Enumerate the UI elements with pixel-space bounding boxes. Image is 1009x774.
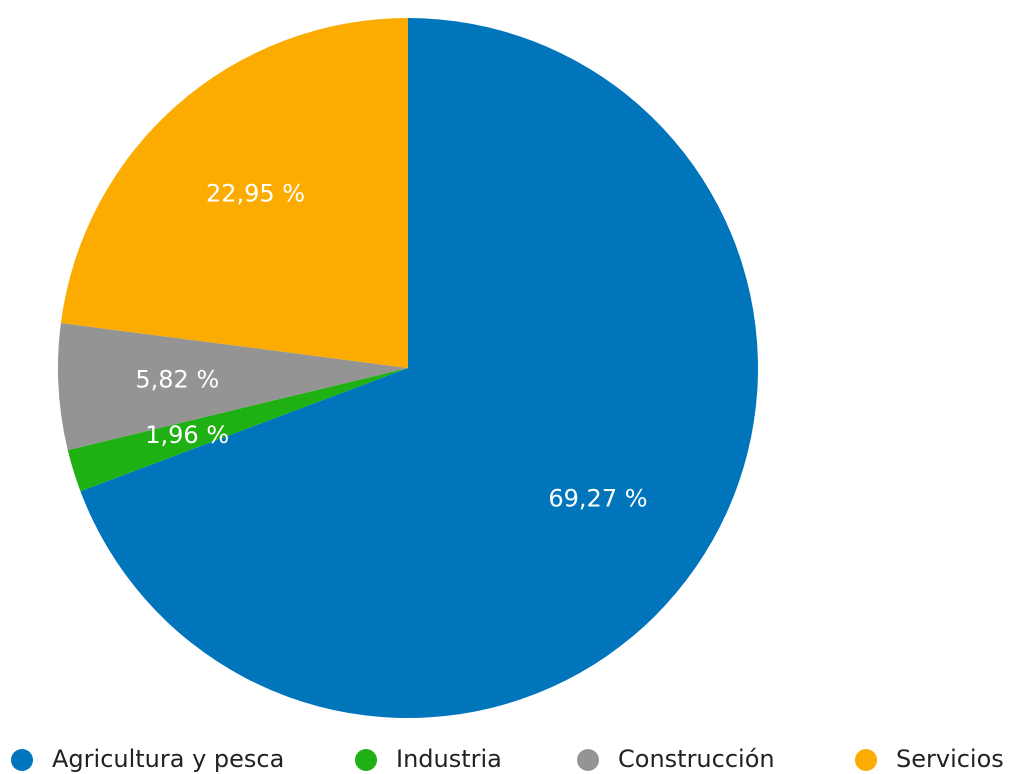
value-label: 22,95 % — [206, 179, 305, 207]
legend-label: Servicios — [896, 745, 1004, 773]
legend-marker — [577, 749, 599, 771]
legend-label: Construcción — [618, 745, 775, 773]
value-label: 69,27 % — [548, 484, 647, 512]
legend-marker — [355, 749, 377, 771]
pie-slice — [80, 18, 758, 718]
legend-label: Agricultura y pesca — [52, 745, 284, 773]
pie-slice — [60, 18, 408, 368]
value-label: 5,82 % — [135, 365, 219, 393]
pie-slice — [57, 323, 408, 451]
legend-label: Industria — [396, 745, 502, 773]
pie-slice — [67, 368, 408, 492]
legend-marker — [855, 749, 877, 771]
legend-marker — [11, 749, 33, 771]
value-label: 1,96 % — [145, 421, 229, 449]
